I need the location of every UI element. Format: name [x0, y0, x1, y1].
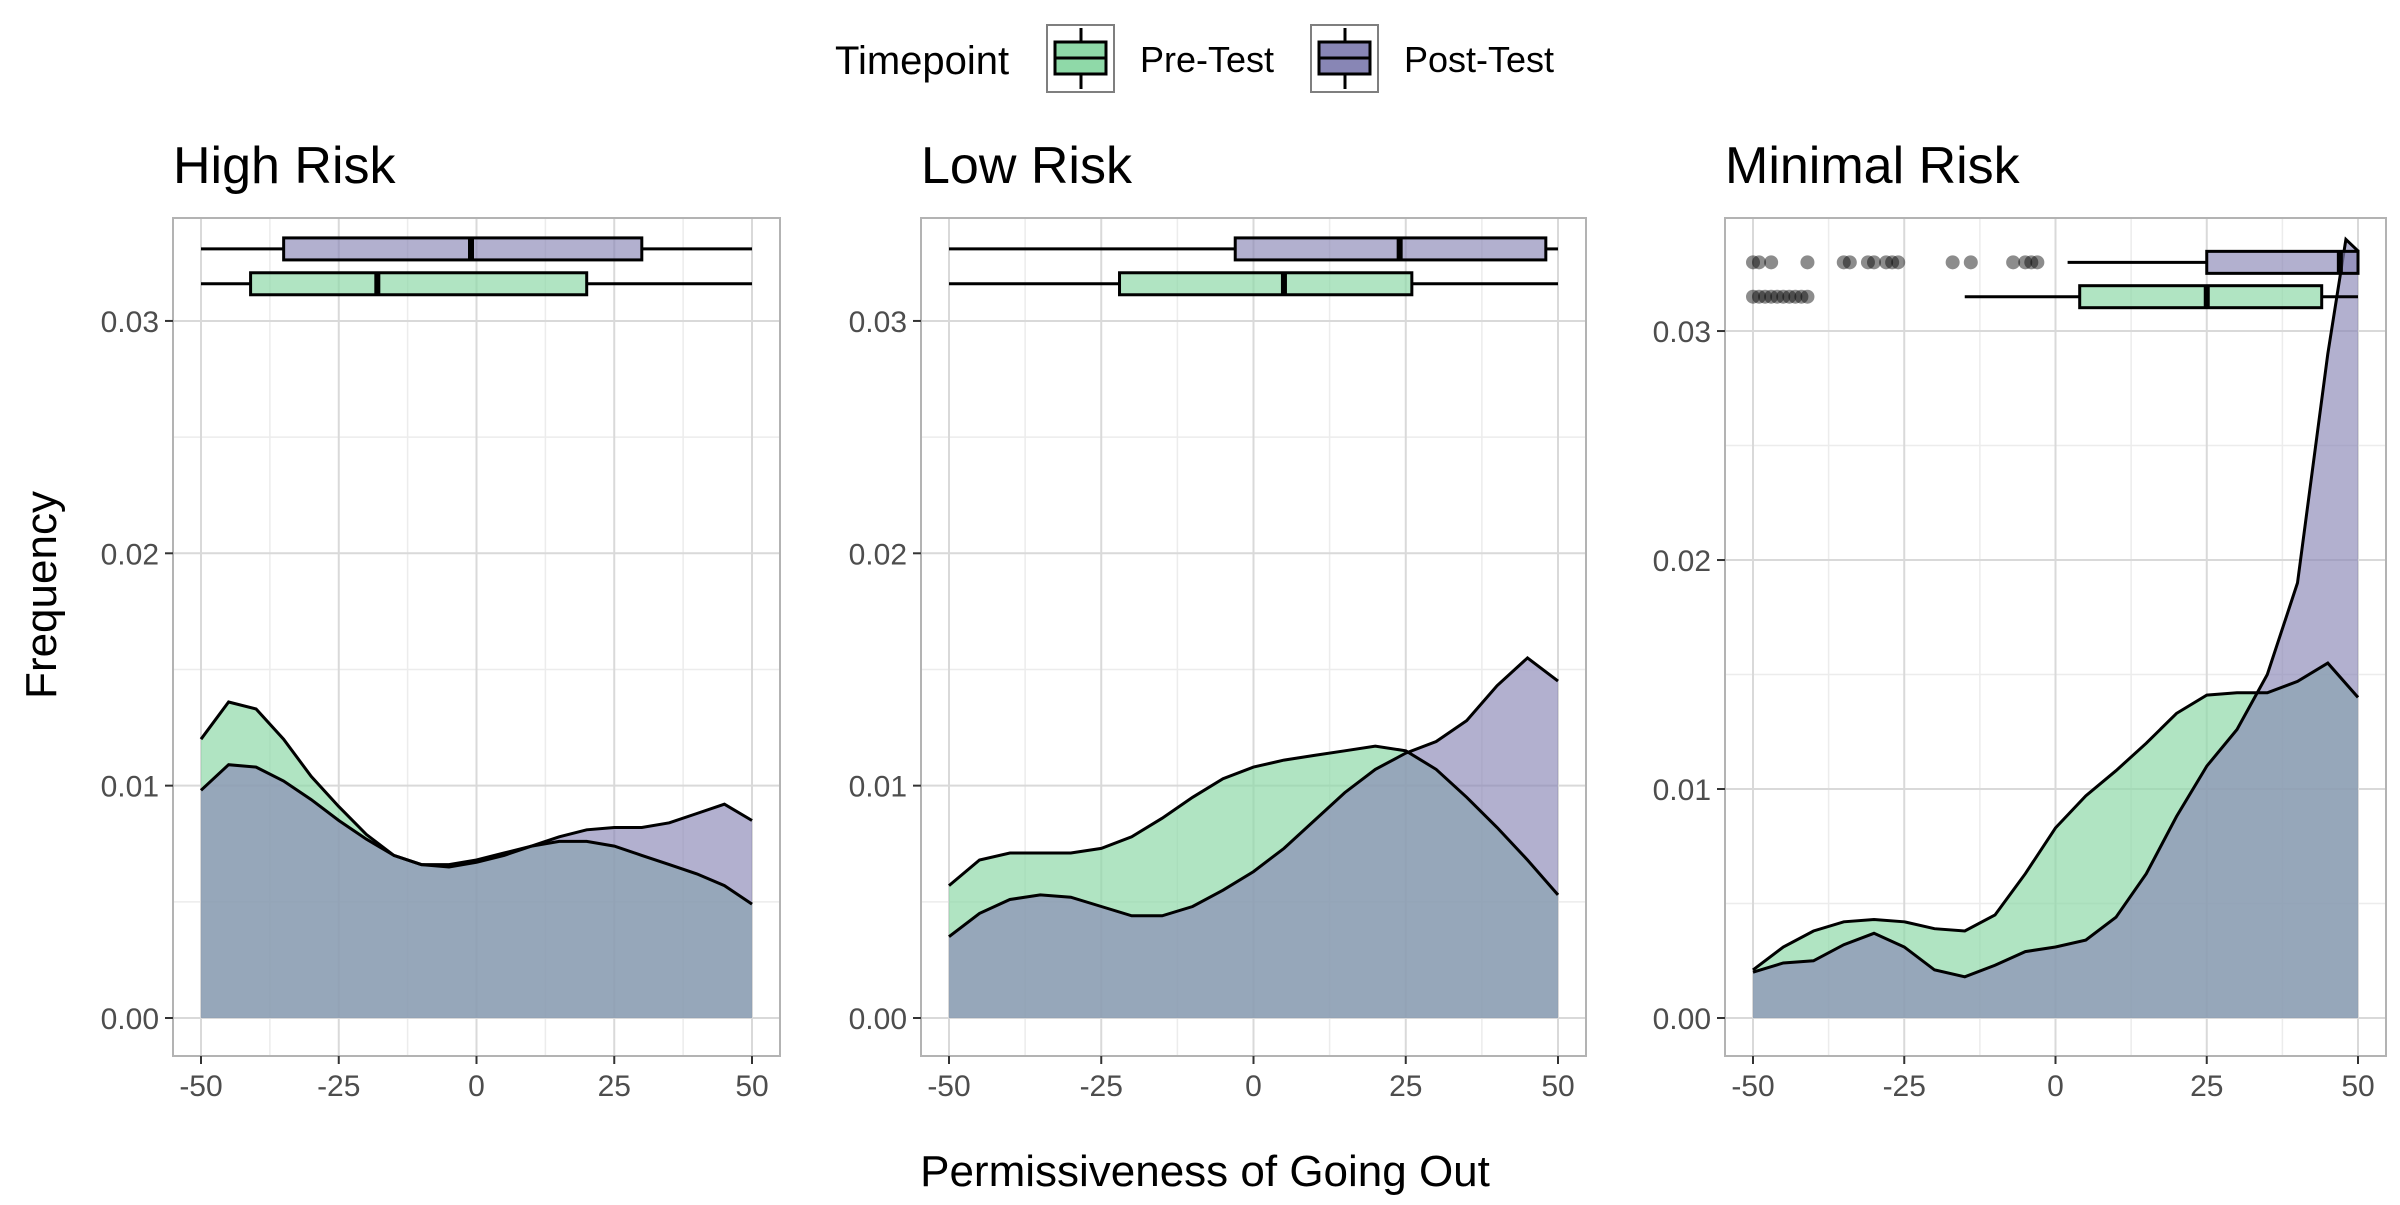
boxplot-outlier-pre-test	[1782, 289, 1797, 304]
boxplot-outlier-post-test	[1885, 255, 1900, 270]
x-axis-title: Permissiveness of Going Out	[920, 1147, 1490, 1196]
legend-label-post-test: Post-Test	[1404, 39, 1554, 80]
x-tick-label: 50	[1541, 1070, 1574, 1103]
legend-title: Timepoint	[835, 39, 1009, 83]
x-tick-label: 25	[1389, 1070, 1422, 1103]
legend-key-pre-test	[1046, 24, 1115, 93]
panel-low-risk: Low Risk -50 -25 0 25 50 0.00 0.01 0.02 0.03	[849, 137, 1587, 1103]
panel-title: High Risk	[173, 137, 396, 195]
legend-label-pre-test: Pre-Test	[1140, 39, 1274, 80]
density-area-post-test	[949, 657, 1558, 1018]
boxplot-outlier-pre-test	[1752, 289, 1767, 304]
boxplot-outlier-post-test	[2030, 255, 2045, 270]
boxplot-outlier-post-test	[1860, 255, 1875, 270]
boxplot-outlier-post-test	[2024, 255, 2039, 270]
legend-key-post-test	[1310, 24, 1379, 93]
panel-title: Minimal Risk	[1725, 137, 2021, 195]
density-line-post-test	[948, 655, 1559, 938]
boxplot-outlier-post-test	[1891, 255, 1906, 270]
y-tick-label: 0.01	[101, 771, 159, 804]
boxplot-outlier-post-test	[2018, 255, 2033, 270]
density-line-post-test	[199, 763, 753, 869]
boxplot-box-pre-test	[1118, 271, 1414, 297]
boxplot-outlier-pre-test	[1764, 289, 1779, 304]
boxplot-outlier-pre-test	[1800, 289, 1815, 304]
x-tick-label: 0	[2047, 1070, 2064, 1103]
x-tick-label: 50	[2341, 1070, 2374, 1103]
x-tick-label: -50	[179, 1070, 222, 1103]
x-tick-label: -25	[317, 1070, 360, 1103]
boxplot-outlier-post-test	[1752, 255, 1767, 270]
y-tick-label: 0.00	[101, 1003, 159, 1036]
boxplot-box-pre-test	[2078, 284, 2324, 310]
boxplot-outlier-post-test	[1963, 255, 1978, 270]
x-tick-label: 0	[1245, 1070, 1262, 1103]
boxplot-outlier-pre-test	[1758, 289, 1773, 304]
boxplot-outlier-pre-test	[1746, 289, 1760, 304]
boxplot-box-post-test	[2205, 249, 2360, 275]
boxplot-outlier-post-test	[2006, 255, 2021, 270]
x-tick-label: -25	[1883, 1070, 1926, 1103]
density-area-post-test	[1753, 239, 2358, 1018]
legend: Timepoint Pre-Test Post-Test	[835, 24, 1554, 93]
y-tick-label: 0.02	[849, 538, 907, 571]
boxplot-outlier-post-test	[1842, 255, 1857, 270]
boxplot-outlier-post-test	[1836, 255, 1851, 270]
panel-high-risk: High Risk -50 -25 0 25 50 0.00 0.01 0.02 0.03	[101, 137, 781, 1103]
x-tick-label: 25	[598, 1070, 631, 1103]
x-tick-label: 0	[468, 1070, 485, 1103]
boxplot-outlier-pre-test	[1788, 289, 1803, 304]
boxplot-outlier-post-test	[1764, 255, 1779, 270]
y-axis-title: Frequency	[17, 491, 66, 699]
density-line-post-test	[1752, 236, 2360, 979]
x-tick-label: -25	[1080, 1070, 1123, 1103]
boxplot-box-post-test	[1233, 236, 1548, 262]
x-tick-label: -50	[927, 1070, 970, 1103]
density-line-pre-test	[948, 744, 1560, 896]
boxplot-outlier-post-test	[1945, 255, 1960, 270]
y-tick-label: 0.03	[1653, 316, 1711, 349]
y-tick-label: 0.03	[101, 306, 159, 339]
boxplot-box-post-test	[282, 236, 644, 262]
boxplot-outlier-pre-test	[1794, 289, 1809, 304]
x-tick-label: 50	[735, 1070, 768, 1103]
boxplot-outlier-post-test	[1800, 255, 1815, 270]
y-tick-label: 0.03	[849, 306, 907, 339]
density-line-pre-test	[199, 700, 753, 906]
y-tick-label: 0.00	[1653, 1003, 1711, 1036]
y-tick-label: 0.01	[849, 771, 907, 804]
boxplot-outlier-post-test	[1746, 255, 1760, 270]
boxplot-outlier-pre-test	[1776, 289, 1791, 304]
boxplot-outlier-post-test	[1867, 255, 1881, 270]
panel-minimal-risk: Minimal Risk -50 -25 0 25 50 0.00 0.01 0.02 0.03	[1653, 137, 2387, 1103]
y-tick-label: 0.02	[101, 538, 159, 571]
y-tick-label: 0.00	[849, 1003, 907, 1036]
boxplot-outlier-post-test	[1879, 255, 1894, 270]
boxplot-box-pre-test	[249, 271, 589, 297]
x-tick-label: 25	[2190, 1070, 2223, 1103]
panel-title: Low Risk	[921, 137, 1133, 195]
y-tick-label: 0.01	[1653, 774, 1711, 807]
x-tick-label: -50	[1731, 1070, 1774, 1103]
boxplot-outlier-pre-test	[1770, 289, 1785, 304]
y-tick-label: 0.02	[1653, 545, 1711, 578]
